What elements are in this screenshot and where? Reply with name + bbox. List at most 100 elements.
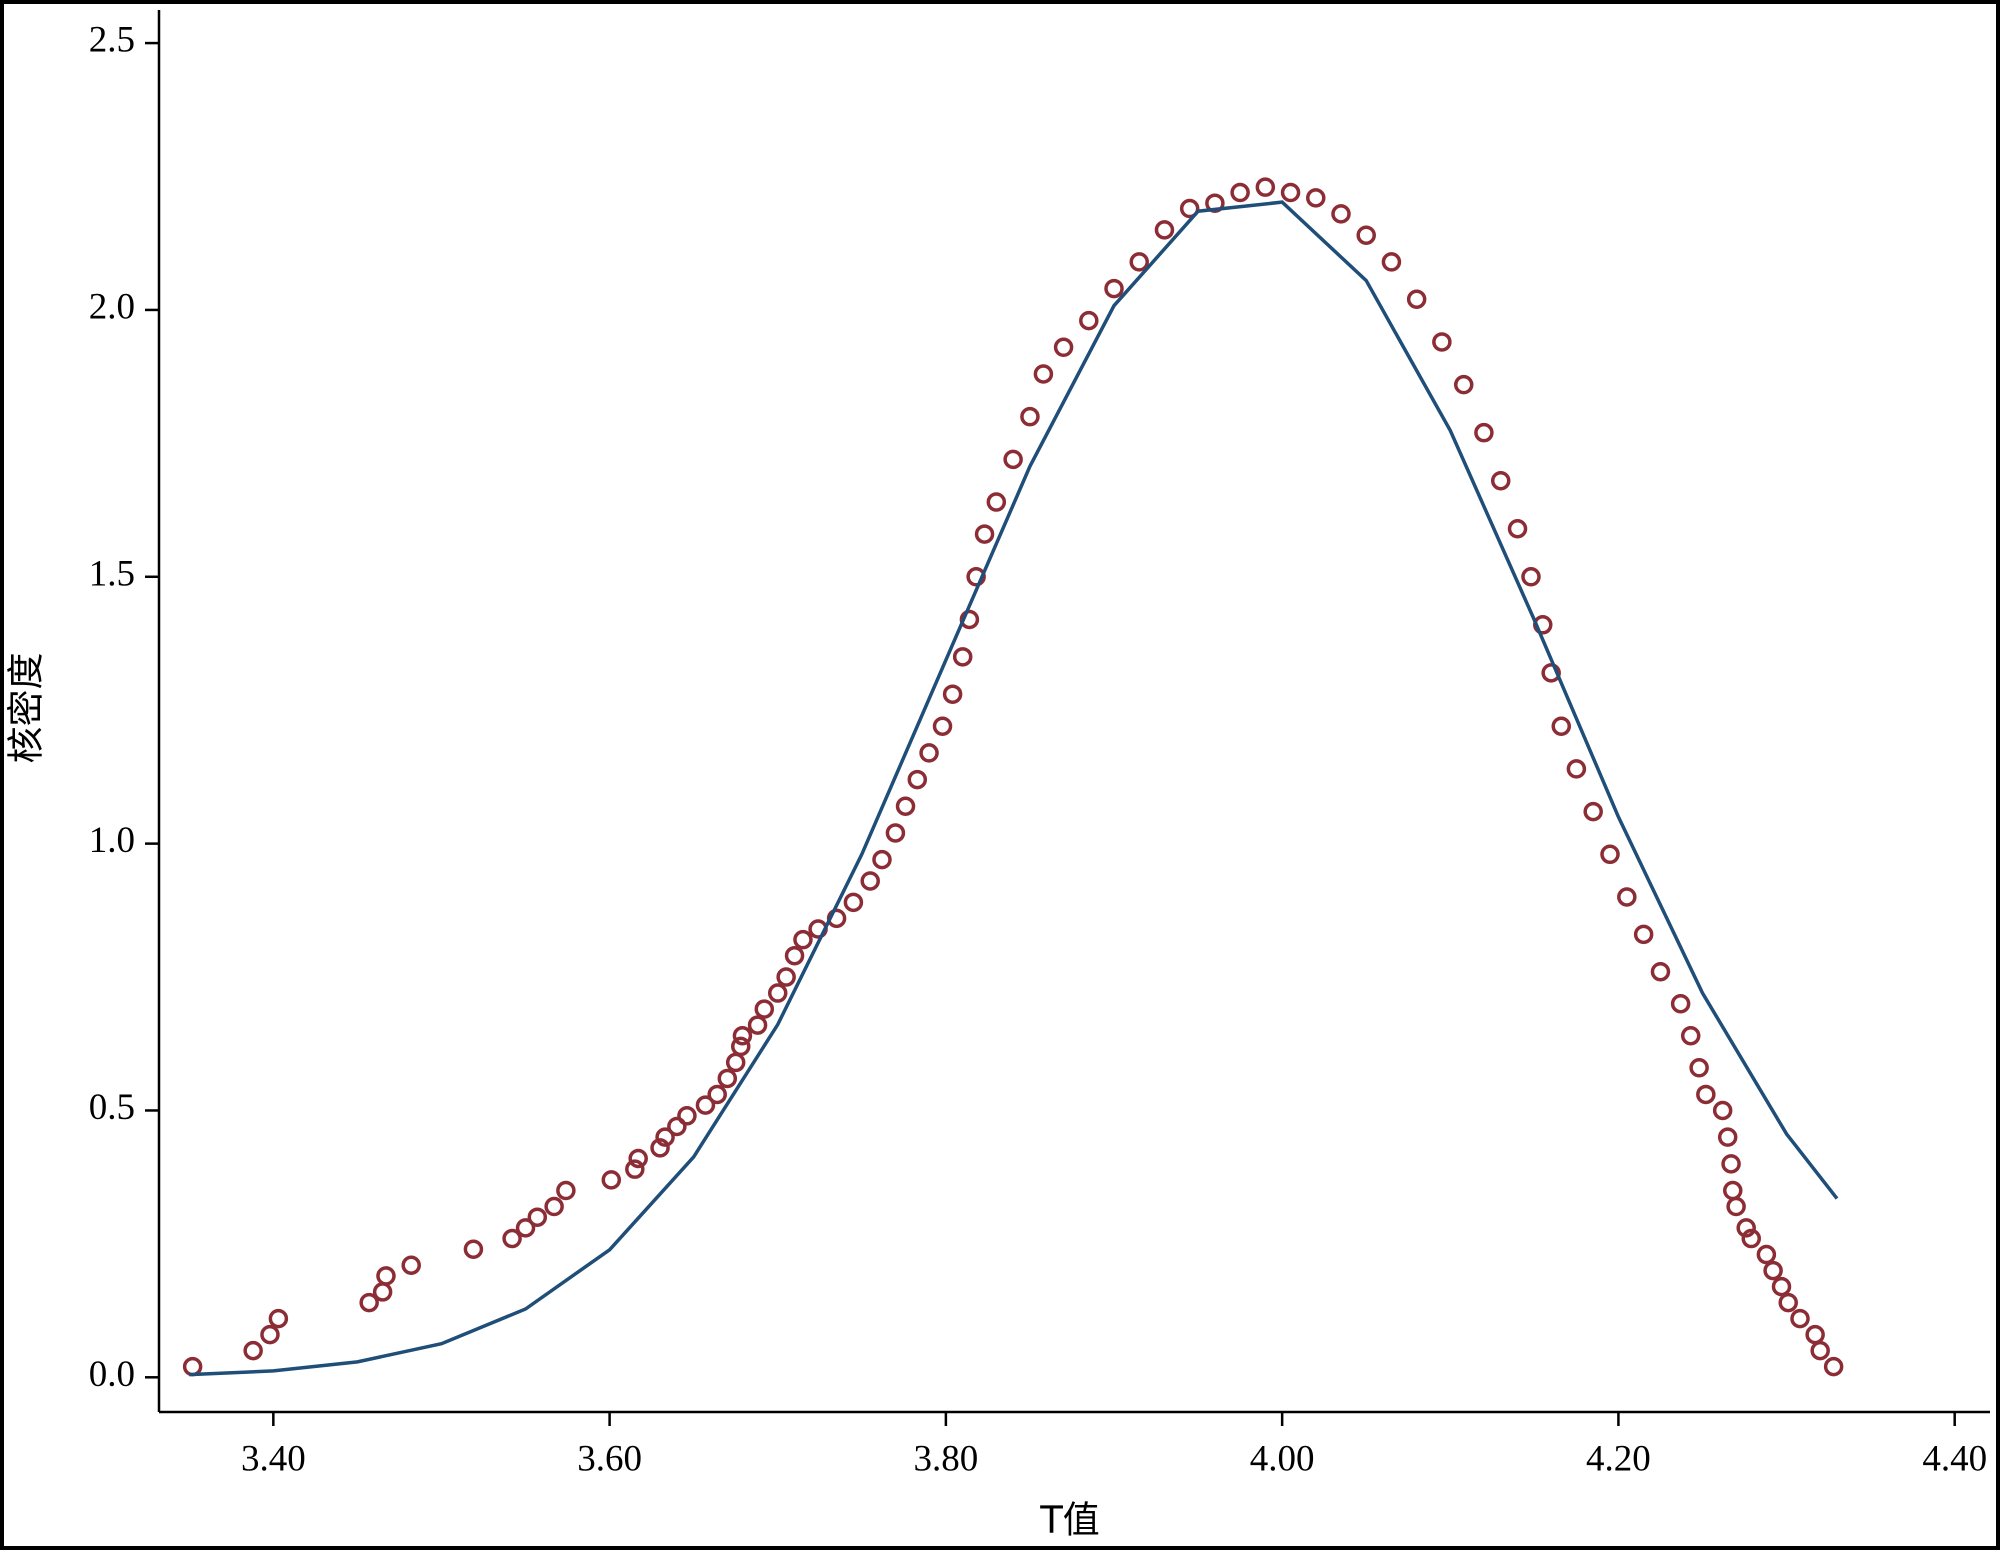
point — [1600, 844, 1620, 865]
point — [1356, 225, 1376, 245]
point — [1453, 374, 1474, 395]
point — [784, 945, 805, 966]
point — [952, 647, 973, 667]
point — [359, 1292, 379, 1313]
point — [1205, 193, 1225, 213]
point — [1003, 449, 1023, 470]
point — [1079, 310, 1099, 331]
point — [625, 1159, 645, 1179]
point — [1020, 406, 1040, 427]
point — [1712, 1100, 1733, 1121]
point — [1726, 1196, 1746, 1217]
point — [959, 609, 980, 630]
point — [707, 1084, 727, 1105]
point — [942, 684, 963, 704]
point — [747, 1015, 768, 1035]
point — [268, 1308, 289, 1329]
point — [1670, 993, 1691, 1014]
point — [1541, 663, 1561, 683]
point — [974, 524, 995, 544]
point — [1823, 1356, 1844, 1377]
x-tick-label: 3.80 — [914, 1438, 979, 1479]
point — [966, 567, 986, 587]
point — [1432, 332, 1452, 352]
point — [986, 492, 1007, 512]
y-tick-label: 1.5 — [89, 553, 135, 594]
point — [1230, 182, 1250, 203]
point — [260, 1324, 280, 1345]
point — [907, 769, 928, 790]
point — [463, 1239, 484, 1259]
point — [793, 929, 813, 950]
point — [401, 1255, 421, 1275]
point — [885, 823, 906, 843]
point — [1790, 1308, 1810, 1329]
point — [1689, 1058, 1709, 1078]
y-tick-label: 0.0 — [89, 1354, 135, 1395]
point — [1507, 518, 1528, 539]
point — [1736, 1218, 1756, 1238]
point — [731, 1036, 751, 1057]
y-axis-label: 核密度 — [5, 653, 47, 764]
point — [1053, 337, 1074, 358]
point — [872, 849, 892, 870]
x-tick-label: 3.40 — [241, 1438, 306, 1479]
point — [1280, 182, 1301, 203]
point — [1756, 1244, 1777, 1265]
point — [843, 892, 864, 913]
point — [1721, 1154, 1741, 1174]
point — [655, 1127, 675, 1147]
point — [895, 796, 916, 817]
y-tick-label: 1.0 — [89, 820, 135, 861]
point — [1583, 801, 1603, 822]
point — [1741, 1228, 1761, 1249]
point — [695, 1095, 716, 1115]
point — [1129, 252, 1149, 272]
point — [628, 1148, 648, 1169]
x-tick-label: 4.20 — [1586, 1438, 1651, 1479]
y-tick-label: 0.5 — [89, 1087, 135, 1128]
point — [601, 1170, 622, 1190]
point — [1566, 759, 1587, 779]
point — [1154, 220, 1175, 240]
point — [1810, 1340, 1830, 1361]
point — [376, 1266, 396, 1286]
point — [1331, 204, 1351, 224]
point — [243, 1340, 263, 1361]
point — [1406, 289, 1427, 310]
point — [1255, 177, 1276, 197]
x-tick-label: 4.40 — [1922, 1438, 1987, 1479]
point — [1381, 252, 1402, 272]
point — [515, 1218, 536, 1238]
point — [1033, 364, 1054, 384]
point — [1650, 961, 1671, 982]
point — [1778, 1292, 1798, 1313]
point — [1696, 1084, 1716, 1105]
point — [1306, 188, 1326, 208]
y-tick-label: 2.5 — [89, 20, 135, 61]
point — [717, 1068, 738, 1089]
point — [556, 1180, 576, 1201]
point — [732, 1025, 753, 1046]
point — [1617, 887, 1637, 907]
y-tick-label: 2.0 — [89, 286, 135, 327]
point — [1490, 470, 1511, 491]
point — [544, 1196, 564, 1217]
x-tick-label: 3.60 — [577, 1438, 642, 1479]
point — [1763, 1260, 1783, 1281]
point — [1104, 278, 1124, 299]
point — [1521, 567, 1541, 587]
point — [1717, 1127, 1738, 1147]
point — [919, 743, 939, 763]
point — [1771, 1276, 1792, 1297]
point — [754, 999, 775, 1019]
point — [1551, 716, 1572, 736]
point — [1474, 422, 1494, 443]
point — [860, 871, 880, 891]
point — [1680, 1025, 1701, 1046]
point — [1633, 924, 1654, 945]
point — [650, 1138, 670, 1158]
density-line — [189, 200, 1839, 1377]
